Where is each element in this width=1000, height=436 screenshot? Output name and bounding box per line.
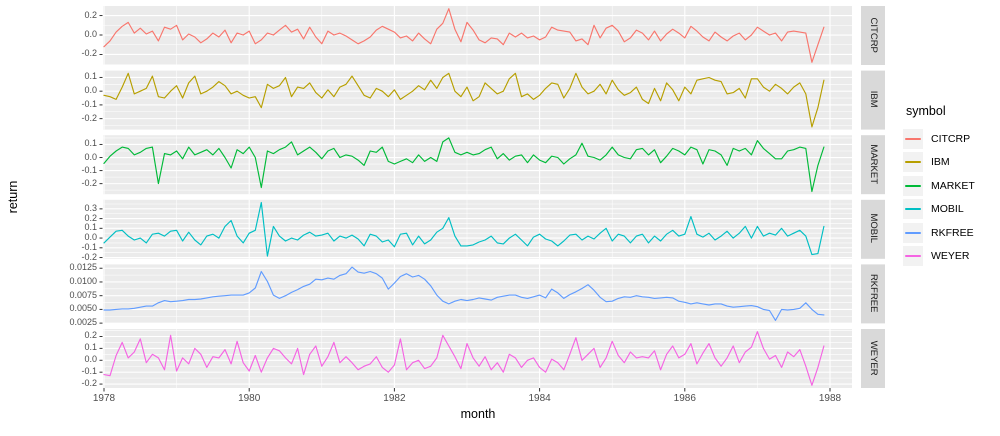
x-tick-label: 1980 (238, 393, 261, 404)
y-tick-label-MOBIL: 0.2 (84, 212, 97, 223)
y-tick-label-WEYER: 0.2 (84, 330, 97, 341)
y-axis-title: return (6, 180, 20, 214)
series-line-MOBIL (103, 201, 825, 257)
legend-key-CITCRP (903, 128, 923, 149)
legend-key-line-icon (905, 255, 921, 258)
y-tick-label-IBM: 0.1 (84, 71, 97, 82)
legend-label-WEYER: WEYER (931, 250, 970, 263)
series-line-MARKET (103, 137, 825, 193)
legend-label-CITCRP: CITCRP (931, 132, 971, 145)
y-tick-label-IBM: 0.0 (84, 85, 97, 96)
facet-strip-label-MARKET: MARKET (868, 144, 880, 184)
legend-entry-WEYER: WEYER (903, 245, 975, 269)
y-tick-label-RKFREE: 0.0100 (69, 275, 97, 286)
series-line-WEYER (103, 331, 825, 386)
panel-IBM (103, 70, 852, 130)
legend-title: symbol (906, 104, 946, 118)
facet-strip-MARKET (861, 135, 885, 195)
legend-label-IBM: IBM (931, 156, 950, 169)
series-line-IBM (103, 72, 825, 128)
facet-strip-label-MOBIL: MOBIL (868, 213, 880, 244)
x-tick-label: 1982 (383, 393, 406, 404)
y-tick-label-WEYER: -0.1 (81, 366, 97, 377)
y-tick-label-MARKET: -0.2 (81, 177, 97, 188)
facet-strip-MOBIL (861, 199, 885, 259)
legend-entry-CITCRP: CITCRP (903, 127, 975, 151)
facet-strip-RKFREE (861, 264, 885, 324)
series-line-CITCRP (103, 8, 825, 63)
legend-entry-MOBIL: MOBIL (903, 198, 975, 222)
legend-key-line-icon (905, 231, 921, 234)
facet-strip-label-WEYER: WEYER (868, 340, 880, 376)
legend-key-line-icon (905, 208, 921, 211)
y-tick-label-WEYER: 0.0 (84, 354, 97, 365)
panel-RKFREE (103, 264, 852, 324)
facet-strip-label-IBM: IBM (868, 90, 880, 108)
y-tick-label-IBM: -0.1 (81, 98, 97, 109)
legend-label-MARKET: MARKET (931, 179, 975, 192)
y-tick-label-RKFREE: 0.0050 (69, 303, 97, 314)
legend-entry-MARKET: MARKET (903, 174, 975, 198)
y-tick-label-MOBIL: 0.0 (84, 232, 97, 243)
y-tick-label-IBM: -0.2 (81, 112, 97, 123)
y-tick-label-MOBIL: 0.1 (84, 222, 97, 233)
legend-label-MOBIL: MOBIL (931, 203, 964, 216)
x-tick-label: 1986 (673, 393, 696, 404)
y-tick-label-MOBIL: -0.1 (81, 241, 97, 252)
y-tick-label-RKFREE: 0.0075 (69, 289, 97, 300)
x-tick-label: 1984 (528, 393, 551, 404)
facet-strip-IBM (861, 70, 885, 130)
panel-WEYER (103, 329, 852, 388)
y-tick-label-MOBIL: -0.2 (81, 251, 97, 262)
y-tick-label-MARKET: 0.0 (84, 151, 97, 162)
legend-key-line-icon (905, 161, 921, 164)
legend-entries: CITCRP IBM MARKET MOBIL RKFREE WEYER (903, 127, 975, 268)
y-tick-label-WEYER: 0.1 (84, 342, 97, 353)
legend: symbol CITCRP IBM MARKET MOBIL RKFREE WEYER (903, 104, 975, 268)
legend-key-MOBIL (903, 199, 923, 220)
facet-strip-label-RKFREE: RKFREE (868, 273, 880, 313)
series-line-RKFREE (103, 266, 825, 321)
legend-entry-RKFREE: RKFREE (903, 221, 975, 245)
y-tick-label-MARKET: 0.1 (84, 138, 97, 149)
y-tick-label-MARKET: -0.1 (81, 164, 97, 175)
panel-MOBIL (103, 199, 852, 259)
legend-key-IBM (903, 152, 923, 173)
y-tick-label-CITCRP: -0.2 (81, 48, 97, 59)
x-axis-title: month (460, 407, 496, 421)
legend-entry-IBM: IBM (903, 151, 975, 175)
legend-key-MARKET (903, 175, 923, 196)
facet-strip-label-CITCRP: CITCRP (868, 17, 880, 53)
legend-key-RKFREE (903, 222, 923, 243)
y-tick-label-CITCRP: 0.0 (84, 29, 97, 39)
y-tick-label-RKFREE: 0.0125 (69, 262, 97, 273)
facet-strip-WEYER (861, 329, 885, 388)
legend-key-WEYER (903, 246, 923, 267)
y-tick-label-MOBIL: 0.3 (84, 202, 97, 213)
legend-key-line-icon (905, 137, 921, 140)
x-tick-label: 1978 (92, 393, 116, 404)
y-tick-label-CITCRP: 0.2 (84, 9, 97, 20)
legend-label-RKFREE: RKFREE (931, 226, 974, 239)
x-tick-label: 1988 (818, 393, 842, 404)
legend-key-line-icon (905, 184, 921, 187)
y-tick-label-RKFREE: 0.0025 (69, 317, 97, 328)
facet-strip-CITCRP (861, 6, 885, 65)
y-tick-label-WEYER: -0.2 (81, 378, 97, 389)
